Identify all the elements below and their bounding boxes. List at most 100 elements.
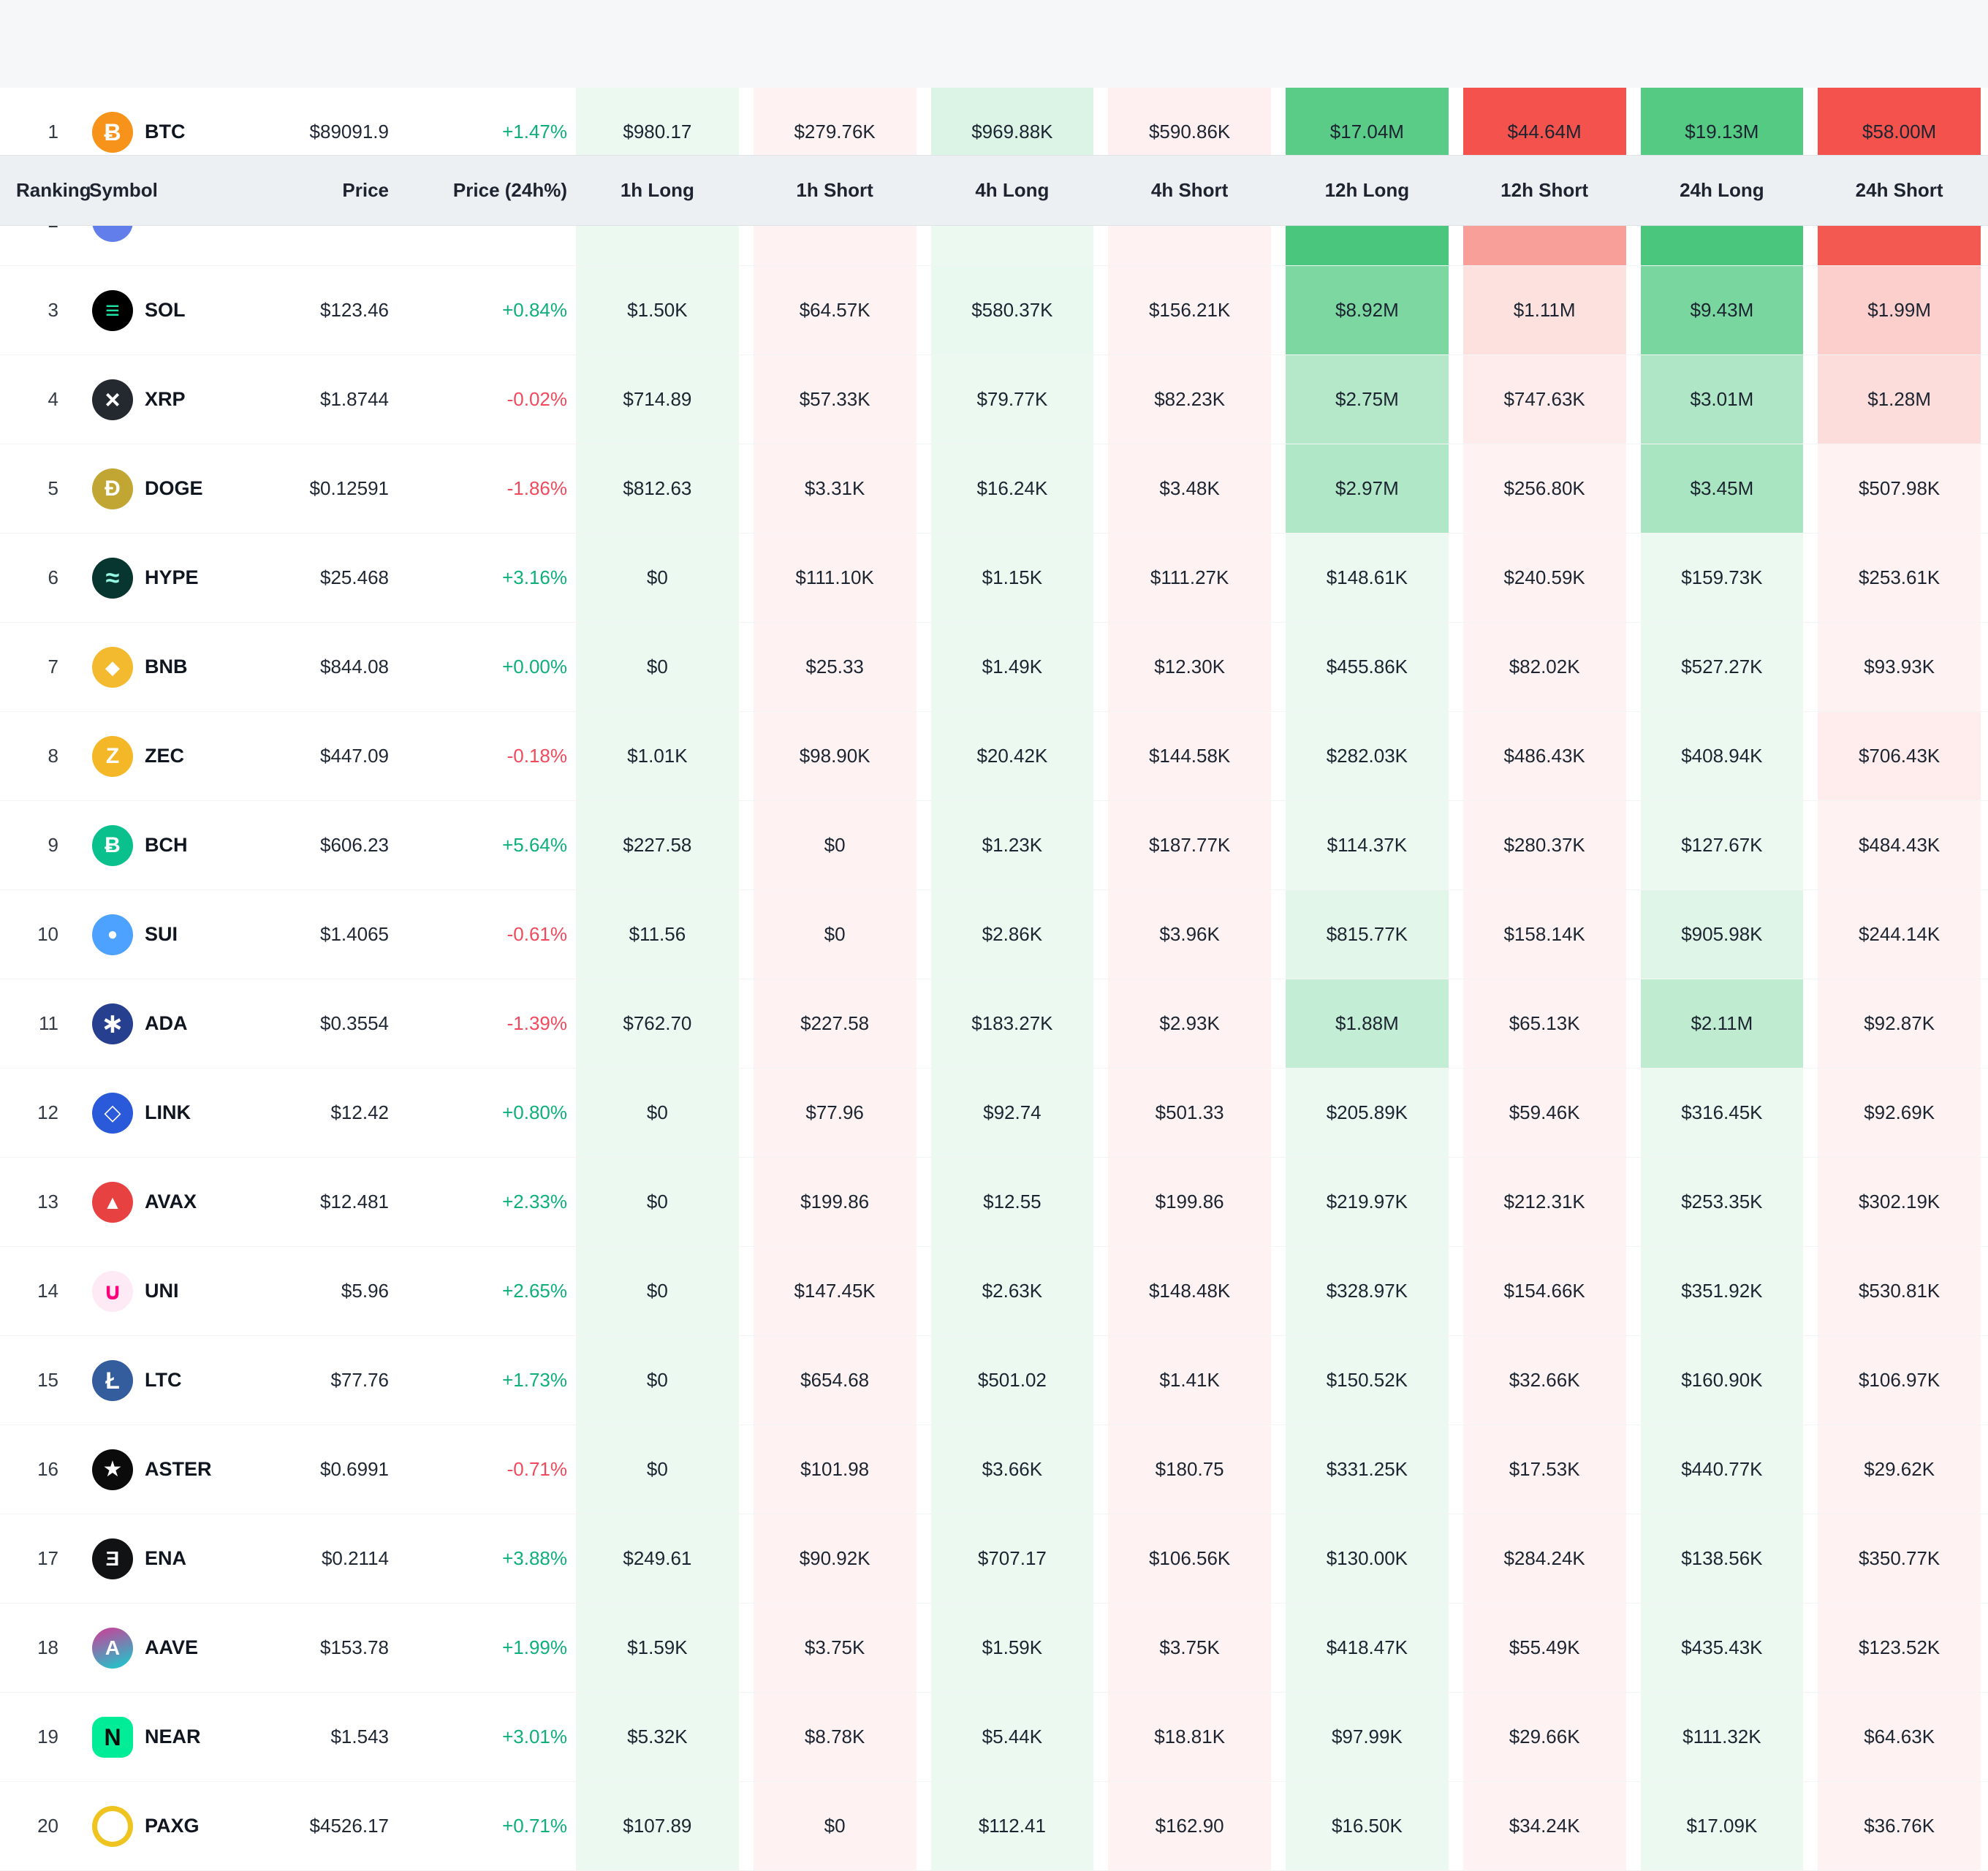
table-row-ada[interactable]: 11 ∗ ADA $0.3554 -1.39% $762.70 $227.58 $183.27…: [0, 979, 1988, 1069]
symbol-cell[interactable]: Ƀ BCH: [73, 801, 248, 889]
liquidation-cell-4h-short: $1.41K: [1108, 1336, 1271, 1424]
data-cell: $5.44K: [924, 1693, 1101, 1781]
price-change-value: +1.73%: [502, 1369, 567, 1391]
price-value: $12.42: [330, 1101, 389, 1123]
symbol-cell[interactable]: Ǝ ENA: [73, 1514, 248, 1603]
column-header-price[interactable]: Price: [342, 179, 389, 201]
data-cell: $16.24K: [924, 444, 1101, 533]
liquidation-cell-12h-short: $240.59K: [1462, 534, 1626, 622]
data-cell: $90.92K: [746, 1514, 924, 1603]
symbol-cell[interactable]: Ð DOGE: [73, 444, 248, 533]
data-cell: $0: [569, 534, 746, 622]
liquidation-cell-4h-short: $180.75: [1108, 1425, 1271, 1514]
liquidation-cell-4h-long: $1.59K: [930, 1604, 1094, 1692]
price-value: $123.46: [320, 299, 389, 321]
data-cell: $106.56K: [1101, 1514, 1278, 1603]
column-header-24h-short[interactable]: 24h Short: [1855, 179, 1943, 201]
liquidation-cell-1h-short: $0: [753, 801, 917, 889]
liquidation-cell-24h-long: $160.90K: [1640, 1336, 1804, 1424]
data-cell: $0: [746, 1782, 924, 1870]
data-cell: $1.59K: [924, 1604, 1101, 1692]
table-row-hype[interactable]: 6 ≈ HYPE $25.468 +3.16% $0 $111.10K $1.15K $111.…: [0, 534, 1988, 623]
table-row-uni[interactable]: 14 ∪ UNI $5.96 +2.65% $0 $147.45K $2.63K $148.48…: [0, 1247, 1988, 1336]
table-row-xrp[interactable]: 4 × XRP $1.8744 -0.02% $714.89 $57.33K $79.77K $…: [0, 355, 1988, 444]
column-header-12h-long[interactable]: 12h Long: [1324, 179, 1410, 201]
liquidation-cell-4h-long: $2.86K: [930, 890, 1094, 979]
symbol-cell[interactable]: ▲ AVAX: [73, 1158, 248, 1246]
price-change-value: +3.01%: [502, 1726, 567, 1747]
liquidation-cell-12h-short: $1.11M: [1462, 266, 1626, 354]
hype-icon: ≈: [92, 557, 133, 599]
column-header-24h-long[interactable]: 24h Long: [1680, 179, 1764, 201]
column-header-12h-short[interactable]: 12h Short: [1501, 179, 1589, 201]
liquidation-cell-12h-short: $486.43K: [1462, 712, 1626, 800]
data-cell: $159.73K: [1634, 534, 1811, 622]
symbol-cell[interactable]: × XRP: [73, 355, 248, 444]
price-change-value: +0.00%: [502, 656, 567, 678]
table-row-sol[interactable]: 3 ≡ SOL $123.46 +0.84% $1.50K $64.57K $580.37K $…: [0, 266, 1988, 355]
symbol-cell[interactable]: Z ZEC: [73, 712, 248, 800]
symbol-cell[interactable]: ◆ BNB: [73, 623, 248, 711]
liquidation-cell-24h-long: $9.43M: [1640, 266, 1804, 354]
symbol-cell[interactable]: ∪ UNI: [73, 1247, 248, 1335]
table-row-sui[interactable]: 10 ● SUI $1.4065 -0.61% $11.56 $0 $2.86K $3.96K $…: [0, 890, 1988, 979]
liquidation-cell-1h-long: $762.70: [576, 979, 739, 1068]
data-cell: $408.94K: [1634, 712, 1811, 800]
symbol-cell[interactable]: N NEAR: [73, 1693, 248, 1781]
symbol-cell[interactable]: Ł LTC: [73, 1336, 248, 1424]
symbol-label: NEAR: [145, 1726, 201, 1747]
liquidation-cell-1h-short: $654.68: [753, 1336, 917, 1424]
table-row-paxg[interactable]: 20 PAXG $4526.17 +0.71% $107.89 $0 $112.41 $162…: [0, 1782, 1988, 1871]
liquidation-cell-24h-short: $1.28M: [1818, 355, 1981, 444]
price-change-value: -0.18%: [507, 745, 567, 767]
liquidation-cell-12h-short: $82.02K: [1462, 623, 1626, 711]
table-row-ena[interactable]: 17 Ǝ ENA $0.2114 +3.88% $249.61 $90.92K $707.17…: [0, 1514, 1988, 1604]
table-row-aave[interactable]: 18 A AAVE $153.78 +1.99% $1.59K $3.75K $1.59K $3…: [0, 1604, 1988, 1693]
data-cell: $111.27K: [1101, 534, 1278, 622]
data-cell: $114.37K: [1278, 801, 1456, 889]
table-row-zec[interactable]: 8 Z ZEC $447.09 -0.18% $1.01K $98.90K $20.42K $1…: [0, 712, 1988, 801]
column-header-symbol[interactable]: Symbol: [89, 179, 158, 201]
column-header-1h-short[interactable]: 1h Short: [796, 179, 873, 201]
table-row-avax[interactable]: 13 ▲ AVAX $12.481 +2.33% $0 $199.86 $12.55 $199.…: [0, 1158, 1988, 1247]
table-row-bch[interactable]: 9 Ƀ BCH $606.23 +5.64% $227.58 $0 $1.23K $187.77…: [0, 801, 1988, 890]
liquidation-cell-24h-short: $302.19K: [1818, 1158, 1981, 1246]
symbol-cell[interactable]: ● SUI: [73, 890, 248, 979]
symbol-cell[interactable]: ≈ HYPE: [73, 534, 248, 622]
data-cell: $501.33: [1101, 1069, 1278, 1157]
table-row-doge[interactable]: 5 Ð DOGE $0.12591 -1.86% $812.63 $3.31K $16.24K…: [0, 444, 1988, 534]
data-cell: $282.03K: [1278, 712, 1456, 800]
column-header-4h-long[interactable]: 4h Long: [975, 179, 1050, 201]
symbol-cell[interactable]: A AAVE: [73, 1604, 248, 1692]
table-row-ltc[interactable]: 15 Ł LTC $77.76 +1.73% $0 $654.68 $501.02 $1.41K…: [0, 1336, 1988, 1425]
ranking-value: 8: [48, 745, 58, 767]
btc-icon: Ƀ: [92, 111, 133, 153]
symbol-cell[interactable]: ∗ ADA: [73, 979, 248, 1068]
data-cell: $418.47K: [1278, 1604, 1456, 1692]
bch-icon: Ƀ: [92, 824, 133, 866]
table-row-aster[interactable]: 16 ★ ASTER $0.6991 -0.71% $0 $101.98 $3.66K $180…: [0, 1425, 1988, 1514]
data-cell: $12.55: [924, 1158, 1101, 1246]
table-row-near[interactable]: 19 N NEAR $1.543 +3.01% $5.32K $8.78K $5.44K $18…: [0, 1693, 1988, 1782]
column-header-4h-short[interactable]: 4h Short: [1150, 179, 1229, 201]
liquidation-cell-1h-long: $1.59K: [576, 1604, 739, 1692]
column-header-price-24h[interactable]: Price (24h%): [452, 179, 567, 201]
liquidation-cell-24h-short: $64.63K: [1818, 1693, 1981, 1781]
liquidation-cell-4h-long: $580.37K: [930, 266, 1094, 354]
symbol-label: SUI: [145, 923, 178, 945]
liquidation-cell-1h-long: $0: [576, 1336, 739, 1424]
symbol-cell[interactable]: ★ ASTER: [73, 1425, 248, 1514]
data-cell: $240.59K: [1456, 534, 1634, 622]
symbol-cell[interactable]: ◇ LINK: [73, 1069, 248, 1157]
data-cell: $34.24K: [1456, 1782, 1634, 1870]
symbol-cell[interactable]: PAXG: [73, 1782, 248, 1870]
column-header-1h-long[interactable]: 1h Long: [620, 179, 694, 201]
table-row-bnb[interactable]: 7 ◆ BNB $844.08 +0.00% $0 $25.33 $1.49K $12.30K $…: [0, 623, 1988, 712]
table-body: 1 Ƀ BTC $89091.9 +1.47% $980.17 $279.76K $969.8…: [0, 88, 1988, 1871]
column-header-ranking[interactable]: Ranking: [16, 179, 91, 201]
data-cell: $2.93K: [1101, 979, 1278, 1068]
table-row-link[interactable]: 12 ◇ LINK $12.42 +0.80% $0 $77.96 $92.74 $501.33…: [0, 1069, 1988, 1158]
symbol-cell[interactable]: ≡ SOL: [73, 266, 248, 354]
liquidation-cell-24h-long: $17.09K: [1640, 1782, 1804, 1870]
symbol-cell[interactable]: Ƀ BTC: [73, 88, 248, 176]
